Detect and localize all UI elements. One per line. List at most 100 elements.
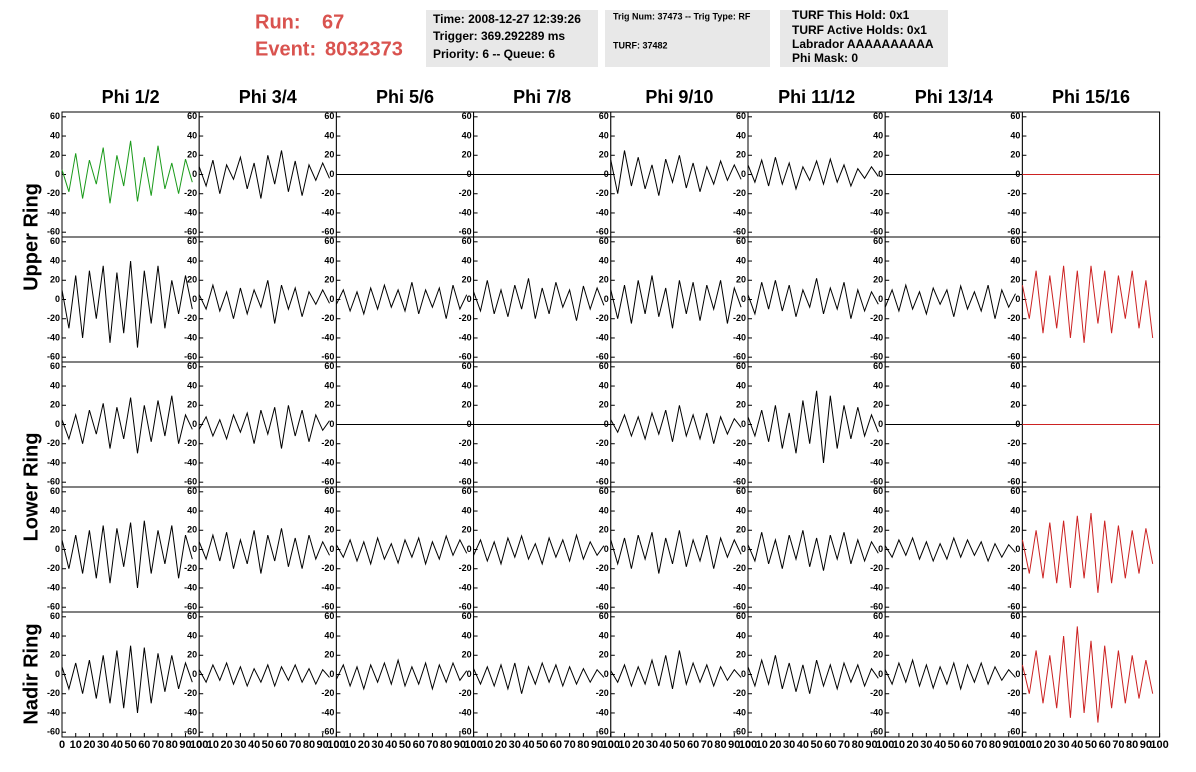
waveform <box>335 534 468 566</box>
y-tick-label: -20 <box>1007 313 1020 323</box>
y-tick-label: 20 <box>736 650 746 660</box>
x-tick-label: 10 <box>618 739 630 751</box>
y-tick-label: -20 <box>596 688 609 698</box>
panel <box>335 486 475 613</box>
y-tick-label: -40 <box>733 332 746 342</box>
y-tick-label: 40 <box>187 380 197 390</box>
x-tick-label: 10 <box>207 739 219 751</box>
y-tick-label: 60 <box>873 236 883 246</box>
x-tick-label: 90 <box>728 739 740 751</box>
y-tick-label: 0 <box>329 169 334 179</box>
y-tick-label: 0 <box>878 419 883 429</box>
x-tick-label: 40 <box>522 739 534 751</box>
y-tick-label: 20 <box>736 525 746 535</box>
panel <box>61 611 200 738</box>
waveform <box>1021 265 1154 343</box>
panel <box>61 111 200 238</box>
info-text: Trig Num: 37473 -- Trig Type: RF <box>613 11 751 21</box>
y-tick-label: 60 <box>736 611 746 621</box>
y-tick-label: -40 <box>321 207 334 217</box>
panel <box>884 236 1023 363</box>
y-tick-label: 40 <box>599 130 609 140</box>
y-tick-label: 40 <box>50 130 60 140</box>
y-tick-label: 60 <box>462 486 472 496</box>
panel <box>1021 486 1161 613</box>
waveform <box>473 661 605 694</box>
y-tick-label: 20 <box>324 150 334 160</box>
y-tick-label: 20 <box>599 400 609 410</box>
panel <box>747 361 886 488</box>
y-tick-label: 20 <box>599 525 609 535</box>
info-text: Priority: 6 -- Queue: 6 <box>433 47 555 61</box>
x-tick-label: 0 <box>196 739 202 751</box>
y-tick-label: -20 <box>1007 438 1020 448</box>
ring-label: Nadir Ring <box>20 623 42 724</box>
y-tick-label: 20 <box>187 650 197 660</box>
x-tick-label: 20 <box>1044 739 1056 751</box>
y-tick-label: -20 <box>870 188 883 198</box>
y-tick-label: -60 <box>1007 727 1020 737</box>
y-tick-label: -20 <box>596 438 609 448</box>
x-tick-label: 20 <box>83 739 95 751</box>
y-tick-label: 60 <box>187 361 197 371</box>
y-tick-label: -20 <box>459 188 472 198</box>
y-tick-label: 40 <box>873 630 883 640</box>
info-box <box>780 10 948 67</box>
y-tick-label: -60 <box>47 477 60 487</box>
y-tick-label: 60 <box>873 361 883 371</box>
y-tick-label: 40 <box>324 380 334 390</box>
y-tick-label: -20 <box>1007 563 1020 573</box>
y-tick-label: 60 <box>187 111 197 121</box>
y-tick-label: 40 <box>50 630 60 640</box>
y-tick-label: -60 <box>870 602 883 612</box>
y-tick-label: 0 <box>467 169 472 179</box>
y-tick-label: -60 <box>733 227 746 237</box>
y-tick-label: -60 <box>459 602 472 612</box>
waveform <box>198 280 330 324</box>
x-tick-label: 50 <box>673 739 685 751</box>
x-tick-label: 30 <box>920 739 932 751</box>
x-tick-label: 60 <box>275 739 287 751</box>
y-tick-label: -40 <box>459 207 472 217</box>
y-tick-label: 60 <box>1010 236 1020 246</box>
y-tick-label: 40 <box>324 255 334 265</box>
y-tick-label: 20 <box>1010 150 1020 160</box>
info-text: Trigger: 369.292289 ms <box>433 29 565 43</box>
y-tick-label: 40 <box>736 255 746 265</box>
y-tick-label: 20 <box>187 150 197 160</box>
x-tick-label: 70 <box>1112 739 1124 751</box>
y-tick-label: -60 <box>321 727 334 737</box>
y-tick-label: -60 <box>1007 227 1020 237</box>
y-tick-label: 0 <box>1015 419 1020 429</box>
waveform <box>1021 626 1154 723</box>
y-tick-label: -20 <box>184 563 197 573</box>
y-tick-label: 0 <box>55 544 60 554</box>
y-tick-label: 60 <box>462 111 472 121</box>
y-tick-label: -20 <box>459 438 472 448</box>
x-tick-label: 20 <box>632 739 644 751</box>
y-tick-label: -20 <box>47 563 60 573</box>
y-tick-label: -20 <box>596 188 609 198</box>
x-tick-label: 60 <box>687 739 699 751</box>
y-tick-label: -20 <box>184 313 197 323</box>
y-tick-label: 0 <box>467 419 472 429</box>
y-tick-label: 60 <box>50 111 60 121</box>
y-tick-label: -20 <box>870 313 883 323</box>
y-tick-label: -40 <box>870 707 883 717</box>
y-tick-label: 40 <box>873 255 883 265</box>
y-tick-label: 0 <box>55 419 60 429</box>
y-tick-label: 60 <box>462 611 472 621</box>
y-tick-label: -60 <box>870 477 883 487</box>
column-label: Phi 11/12 <box>778 87 855 107</box>
y-tick-label: -60 <box>1007 602 1020 612</box>
y-tick-label: 60 <box>873 486 883 496</box>
ring-label: Lower Ring <box>20 433 42 542</box>
y-tick-label: 40 <box>599 380 609 390</box>
waveform <box>884 536 1016 563</box>
panel <box>335 236 475 363</box>
panel <box>61 486 200 613</box>
x-tick-label: 0 <box>1019 739 1025 751</box>
waveform <box>610 275 742 329</box>
x-tick-label: 60 <box>413 739 425 751</box>
y-tick-label: 0 <box>1015 544 1020 554</box>
